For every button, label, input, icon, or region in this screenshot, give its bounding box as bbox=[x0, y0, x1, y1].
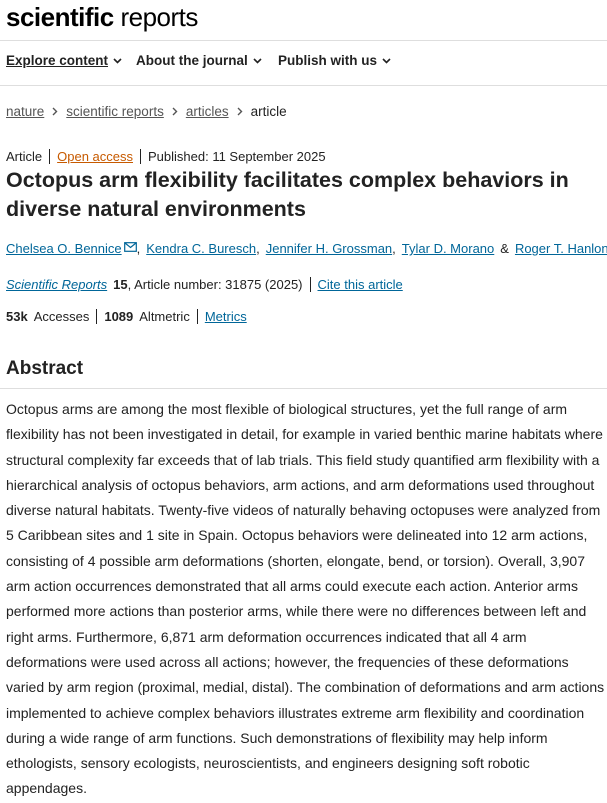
author-separator: , bbox=[392, 241, 396, 256]
article-meta: Article Open access Published: 11 Septem… bbox=[6, 149, 326, 164]
separator bbox=[96, 309, 98, 324]
breadcrumb: nature scientific reports articles artic… bbox=[6, 104, 287, 119]
author-separator: , bbox=[136, 241, 141, 256]
nav-item[interactable]: About the journal bbox=[136, 53, 262, 68]
altmetric-value: 1089 bbox=[104, 309, 134, 324]
nav-item[interactable]: Publish with us bbox=[278, 53, 391, 68]
citation: Scientific Reports 15 , Article number: … bbox=[6, 277, 403, 292]
author-link[interactable]: Chelsea O. Bennice bbox=[6, 241, 122, 256]
divider bbox=[0, 85, 607, 86]
article-number: , Article number: 31875 (2025) bbox=[127, 277, 303, 292]
open-access[interactable]: Open access bbox=[57, 149, 133, 164]
separator bbox=[196, 309, 198, 324]
nav-label: Explore content bbox=[6, 53, 109, 68]
article-title: Octopus arm flexibility facilitates comp… bbox=[6, 168, 569, 221]
crumb-sep bbox=[52, 107, 58, 116]
metrics: 53k Accesses 1089 Altmetric Metrics bbox=[6, 309, 247, 324]
divider bbox=[0, 388, 607, 389]
author-link[interactable]: Tylar D. Morano bbox=[401, 241, 495, 256]
nav-label: Publish with us bbox=[278, 53, 378, 68]
crumb-link[interactable]: articles bbox=[185, 104, 229, 119]
logo[interactable]: scientific reports bbox=[6, 2, 198, 33]
email-icon[interactable] bbox=[123, 241, 137, 252]
volume: 15 bbox=[113, 277, 128, 292]
crumb-current: article bbox=[250, 104, 287, 119]
journal-link[interactable]: Scientific Reports bbox=[6, 277, 108, 292]
chevron bbox=[113, 57, 122, 64]
separator bbox=[140, 149, 141, 164]
published-date: Published: 11 September 2025 bbox=[148, 149, 326, 164]
separator bbox=[309, 277, 311, 292]
crumb-link[interactable]: nature bbox=[6, 104, 45, 119]
separator bbox=[49, 149, 51, 164]
metrics-link[interactable]: Metrics bbox=[204, 309, 247, 324]
author-link[interactable]: Roger T. Hanlon bbox=[514, 241, 607, 256]
divider bbox=[0, 40, 607, 41]
accesses-value: 53k bbox=[6, 309, 28, 324]
abstract-text: Octopus arms are among the most flexible… bbox=[6, 401, 605, 797]
author-link[interactable]: Jennifer H. Grossman bbox=[265, 241, 393, 256]
author-separator: , bbox=[256, 241, 260, 256]
nav-item[interactable]: Explore content bbox=[6, 53, 122, 68]
article-type: Article bbox=[6, 149, 43, 164]
crumb-sep bbox=[237, 107, 243, 116]
altmetric-label: Altmetric bbox=[139, 309, 190, 324]
author-list: Chelsea O. Bennice, Kendra C. Buresch, Jen… bbox=[6, 241, 607, 256]
chevron bbox=[382, 57, 391, 64]
nav-label: About the journal bbox=[136, 53, 248, 68]
accesses-label: Accesses bbox=[33, 309, 90, 324]
abstract-heading: Abstract bbox=[6, 358, 84, 379]
crumb-sep bbox=[172, 107, 178, 116]
author-link[interactable]: Kendra C. Buresch bbox=[146, 241, 257, 256]
logo-light: reports bbox=[120, 2, 198, 32]
crumb-link[interactable]: scientific reports bbox=[66, 104, 164, 119]
author-separator: & bbox=[500, 241, 509, 256]
cite-link[interactable]: Cite this article bbox=[317, 277, 403, 292]
chevron bbox=[253, 57, 262, 64]
logo-bold: scientific bbox=[6, 2, 114, 32]
